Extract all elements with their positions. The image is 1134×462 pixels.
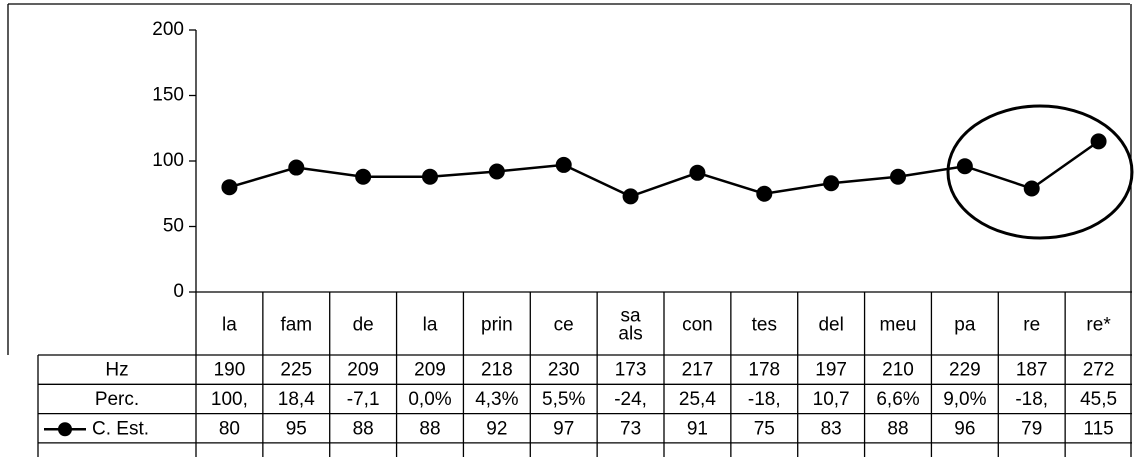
category-label: tes (752, 315, 777, 336)
marker (890, 168, 906, 185)
marker (1090, 133, 1107, 150)
table-cell: 209 (414, 360, 446, 381)
y-tick-label: 50 (163, 216, 184, 237)
table-cell: 272 (1083, 360, 1115, 381)
table-cell: 75 (754, 418, 775, 439)
table-cell: 4,3% (475, 389, 518, 410)
table-cell: 190 (214, 360, 246, 381)
table-cell: 217 (682, 360, 714, 381)
table-cell: 115 (1083, 418, 1113, 439)
table-cell: 91 (687, 418, 708, 439)
series-line (229, 140, 1100, 198)
table-cell: 225 (280, 360, 312, 381)
category-label: ce (554, 315, 574, 336)
table-cell: -7,1 (347, 389, 380, 410)
category-label: con (682, 315, 713, 336)
row-label: Perc. (95, 389, 139, 410)
table-cell: 92 (486, 418, 507, 439)
category-label: prin (481, 315, 513, 336)
row-label: Hz (105, 360, 128, 381)
table-cell: 88 (419, 418, 440, 439)
marker (422, 168, 438, 185)
category-label: pa (954, 315, 976, 336)
y-tick-label: 200 (152, 19, 184, 40)
table-cell: 73 (620, 418, 641, 439)
table-cell: 100, (211, 389, 248, 410)
table-cell: 88 (887, 418, 908, 439)
table-cell: -18, (1015, 389, 1048, 410)
category-label: la (222, 315, 237, 336)
table-cell: 229 (949, 360, 981, 381)
marker (355, 168, 372, 185)
table-cell: 45,5 (1080, 389, 1117, 410)
marker (756, 185, 773, 202)
marker (555, 156, 572, 173)
marker (956, 158, 973, 175)
table-cell: 18,4 (278, 389, 315, 410)
table-cell: 0,0% (408, 389, 451, 410)
table-cell: 95 (286, 418, 307, 439)
table-cell: 210 (882, 360, 914, 381)
category-label: de (353, 315, 374, 336)
category-label: re* (1086, 315, 1111, 336)
table-cell: 9,0% (943, 389, 986, 410)
marker (689, 164, 706, 181)
table-cell: 25,4 (679, 389, 716, 410)
category-label: sa als (618, 306, 642, 345)
table-cell: 96 (954, 418, 975, 439)
table-cell: 230 (548, 360, 580, 381)
marker (221, 179, 238, 196)
category-label: la (423, 315, 438, 336)
marker (488, 163, 505, 180)
category-label: fam (280, 315, 312, 336)
table-cell: 178 (748, 360, 780, 381)
table-cell: 187 (1016, 360, 1048, 381)
table-cell: -24, (614, 389, 647, 410)
legend-label: C. Est. (92, 418, 149, 439)
marker (622, 188, 639, 205)
category-label: meu (880, 315, 917, 336)
table-cell: 218 (481, 360, 513, 381)
marker (288, 159, 305, 176)
table-cell: 97 (553, 418, 574, 439)
category-label: re (1023, 315, 1040, 336)
y-tick-label: 150 (152, 85, 184, 106)
table-cell: 6,6% (876, 389, 919, 410)
table-cell: 80 (219, 418, 240, 439)
marker (823, 175, 840, 192)
highlight-circle (946, 104, 1134, 240)
table-cell: 209 (347, 360, 379, 381)
table-cell: 197 (815, 360, 847, 381)
table-cell: 88 (353, 418, 374, 439)
table-cell: -18, (748, 389, 781, 410)
y-tick-label: 100 (152, 150, 184, 171)
y-tick-label: 0 (173, 281, 184, 302)
table-cell: 173 (615, 360, 647, 381)
table-cell: 83 (821, 418, 842, 439)
table-cell: 5,5% (542, 389, 585, 410)
category-label: del (818, 315, 843, 336)
table-cell: 79 (1021, 418, 1042, 439)
table-cell: 10,7 (813, 389, 850, 410)
marker (1023, 180, 1040, 197)
legend-marker (58, 422, 72, 437)
